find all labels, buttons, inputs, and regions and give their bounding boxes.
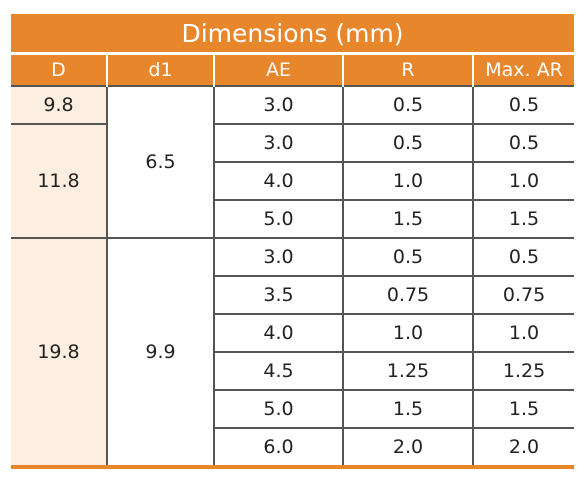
ae-cell: 5.0: [213, 390, 343, 429]
max-ar-cell: 0.5: [471, 124, 575, 163]
table-row: 19.8 9.9 3.0 0.5 0.5: [11, 238, 575, 469]
r-cell: 1.0: [342, 162, 473, 201]
table-row: 5.0 1.5 1.5: [11, 390, 575, 429]
header-r: R: [342, 53, 473, 86]
ae-cell: 6.0: [213, 428, 343, 469]
max-ar-cell: 1.25: [471, 352, 575, 391]
table-title: Dimensions (mm): [11, 14, 575, 55]
ae-cell: 4.0: [213, 314, 343, 353]
d-value-cell: 9.8: [11, 85, 107, 125]
table-row: 4.0 1.0 1.0: [11, 162, 575, 201]
header-max-ar: Max. AR: [471, 53, 575, 86]
ae-cell: 3.5: [213, 276, 343, 315]
d1-value-cell: 9.9: [106, 238, 214, 469]
ae-cell: 3.0: [213, 85, 343, 125]
max-ar-cell: 0.5: [471, 85, 575, 125]
table-row: 4.0 1.0 1.0: [11, 314, 575, 353]
r-cell: 1.5: [342, 200, 473, 239]
d1-value-cell: 6.5: [106, 85, 214, 239]
table-row: 4.5 1.25 1.25: [11, 352, 575, 391]
max-ar-cell: 0.5: [471, 238, 575, 277]
header-d: D: [11, 53, 107, 86]
ae-cell: 3.0: [213, 238, 343, 277]
ae-cell: 3.0: [213, 124, 343, 163]
table-row: 6.0 2.0 2.0: [11, 428, 575, 469]
table-row: 9.8 6.5 3.0 0.5 0.5: [11, 85, 575, 239]
d-value-cell: 19.8: [11, 238, 107, 469]
dimensions-table-container: Dimensions (mm) D d1 AE R Max. AR 9.8 6.…: [11, 14, 575, 469]
max-ar-cell: 1.5: [471, 200, 575, 239]
r-cell: 0.5: [342, 238, 473, 277]
ae-cell: 4.5: [213, 352, 343, 391]
r-cell: 1.5: [342, 390, 473, 429]
r-cell: 1.25: [342, 352, 473, 391]
ae-cell: 5.0: [213, 200, 343, 239]
max-ar-cell: 2.0: [471, 428, 575, 469]
r-cell: 0.75: [342, 276, 473, 315]
max-ar-cell: 1.0: [471, 162, 575, 201]
max-ar-cell: 1.5: [471, 390, 575, 429]
max-ar-cell: 1.0: [471, 314, 575, 353]
table-row: 11.8 3.0 0.5 0.5: [11, 124, 575, 239]
ae-cell: 4.0: [213, 162, 343, 201]
dimensions-table: Dimensions (mm) D d1 AE R Max. AR 9.8 6.…: [11, 14, 575, 469]
table-row: 5.0 1.5 1.5: [11, 200, 575, 239]
max-ar-cell: 0.75: [471, 276, 575, 315]
table-row: 3.5 0.75 0.75: [11, 276, 575, 315]
r-cell: 1.0: [342, 314, 473, 353]
r-cell: 0.5: [342, 124, 473, 163]
d-value-cell: 11.8: [11, 124, 107, 239]
header-d1: d1: [106, 53, 214, 86]
r-cell: 0.5: [342, 85, 473, 125]
header-ae: AE: [213, 53, 343, 86]
r-cell: 2.0: [342, 428, 473, 469]
